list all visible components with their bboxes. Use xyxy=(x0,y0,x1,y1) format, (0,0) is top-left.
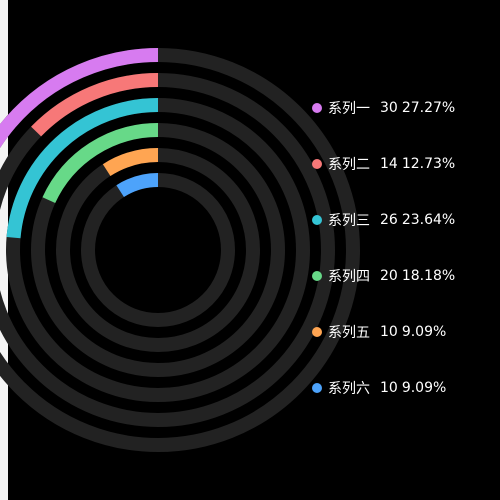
legend-dot xyxy=(312,103,322,113)
ring-arc-6[interactable] xyxy=(116,173,159,198)
legend-dot xyxy=(312,159,322,169)
legend-series-value: 26 xyxy=(380,212,398,228)
legend-series-percent: 12.73% xyxy=(401,156,456,172)
legend-item[interactable]: 系列四 20 18.18% xyxy=(312,266,455,286)
legend-series-percent: 27.27% xyxy=(401,100,456,116)
ring-arc-3[interactable] xyxy=(6,98,159,239)
legend-series-percent: 9.09% xyxy=(401,380,447,396)
ring-arc-5[interactable] xyxy=(102,148,159,177)
legend-dot xyxy=(312,271,322,281)
legend-item[interactable]: 系列六 10 9.09% xyxy=(312,378,446,398)
legend-series-value: 20 xyxy=(380,268,398,284)
legend-series-percent: 9.09% xyxy=(401,324,447,340)
legend-dot xyxy=(312,215,322,225)
ring-arc-2[interactable] xyxy=(31,73,159,137)
legend-series-value: 10 xyxy=(380,380,398,396)
legend-series-percent: 23.64% xyxy=(401,212,456,228)
ring-track-6 xyxy=(81,173,235,327)
legend-series-value: 30 xyxy=(380,100,398,116)
ring-arc-4[interactable] xyxy=(42,123,159,204)
legend-series-name: 系列五 xyxy=(328,325,370,341)
ring-arc-1[interactable] xyxy=(0,48,159,278)
legend-dot xyxy=(312,327,322,337)
legend-item[interactable]: 系列一 30 27.27% xyxy=(312,98,455,118)
legend-item[interactable]: 系列三 26 23.64% xyxy=(312,210,455,230)
legend-series-value: 14 xyxy=(380,156,398,172)
ring-arcs xyxy=(0,48,159,278)
legend-item[interactable]: 系列五 10 9.09% xyxy=(312,322,446,342)
legend-series-value: 10 xyxy=(380,324,398,340)
legend-item[interactable]: 系列二 14 12.73% xyxy=(312,154,455,174)
legend-series-name: 系列一 xyxy=(328,101,370,117)
left-edge-strip xyxy=(0,0,8,500)
legend-series-name: 系列三 xyxy=(328,213,370,229)
legend-dot xyxy=(312,383,322,393)
legend-series-percent: 18.18% xyxy=(401,268,456,284)
legend-series-name: 系列四 xyxy=(328,269,370,285)
legend-series-name: 系列六 xyxy=(328,381,370,397)
legend-series-name: 系列二 xyxy=(328,157,370,173)
